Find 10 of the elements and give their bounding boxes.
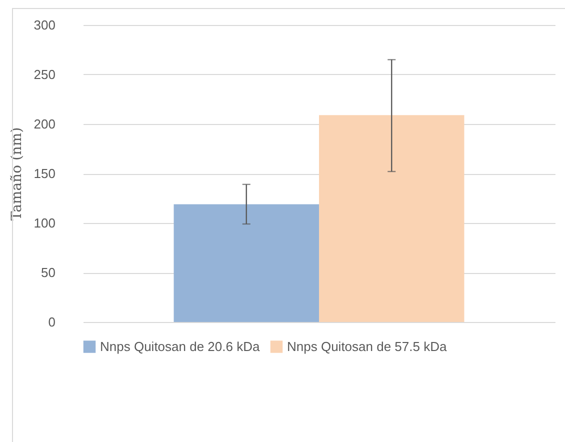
y-tick-label: 0	[48, 314, 56, 330]
y-tick-label: 300	[34, 18, 56, 32]
y-axis-title: Tamaño (nm)	[8, 127, 25, 221]
y-tick-label: 250	[34, 67, 56, 82]
legend-label: Nnps Quitosan de 57.5 kDa	[287, 338, 448, 354]
legend-label: Nnps Quitosan de 20.6 kDa	[100, 338, 260, 354]
y-tick-label: 150	[34, 166, 56, 181]
y-tick-label: 100	[34, 216, 56, 230]
y-tick-label: 200	[34, 116, 56, 132]
y-tick-label: 50	[41, 265, 56, 280]
